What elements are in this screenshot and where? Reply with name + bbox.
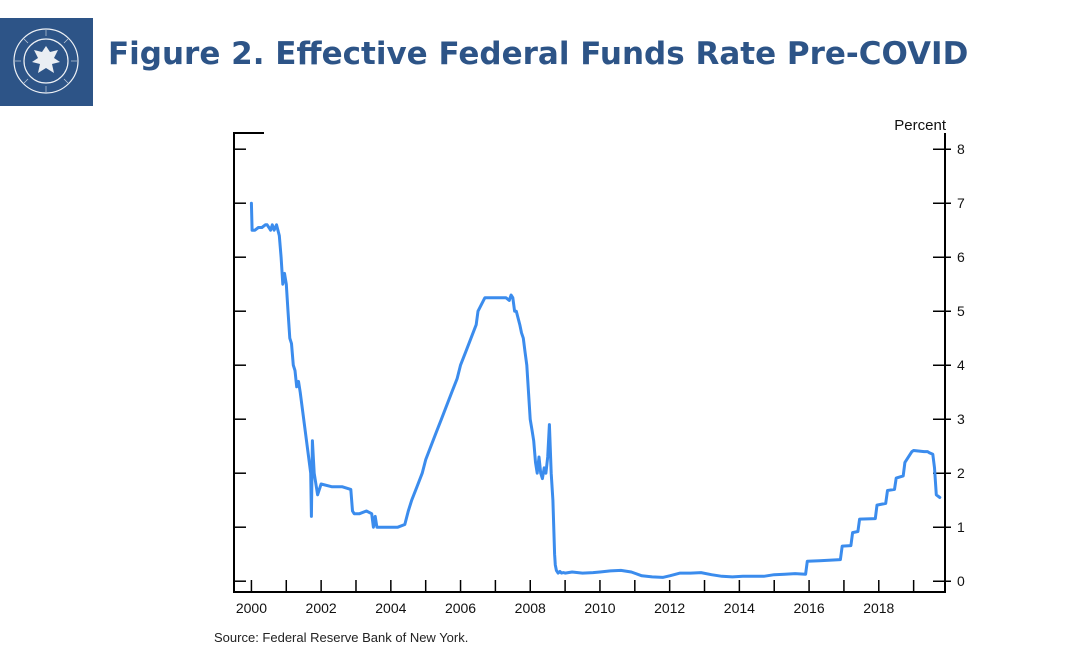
y-tick-label: 0	[957, 573, 965, 589]
x-tick-label: 2018	[863, 600, 894, 616]
x-tick-label: 2006	[445, 600, 476, 616]
x-tick-label: 2002	[306, 600, 337, 616]
y-tick-label: 5	[957, 303, 965, 319]
x-tick-label: 2004	[375, 600, 406, 616]
y-axis: 0 1 2 3 4 5 6 7 8	[234, 141, 965, 589]
plot-frame	[233, 132, 946, 593]
series-group	[249, 201, 942, 579]
x-tick-label: 2010	[584, 600, 615, 616]
y-tick-label: 6	[957, 249, 965, 265]
x-tick-label: 2016	[793, 600, 824, 616]
y-tick-label: 2	[957, 465, 965, 481]
y-tick-label: 3	[957, 411, 965, 427]
y-axis-unit-label: Percent	[894, 117, 947, 134]
y-tick-label: 1	[957, 519, 965, 535]
x-tick-label: 2014	[724, 600, 755, 616]
federal-reserve-seal-icon	[0, 18, 93, 106]
x-tick-label: 2008	[515, 600, 546, 616]
source-note: Source: Federal Reserve Bank of New York…	[214, 630, 469, 645]
y-tick-label: 7	[957, 195, 965, 211]
y-tick-label: 8	[957, 141, 965, 157]
x-axis: 2000 2002 2004 2006 2008 2010 2012 2014 2016 2018	[236, 580, 915, 616]
page-title: Figure 2. Effective Federal Funds Rate P…	[108, 36, 969, 72]
series-line	[249, 201, 942, 579]
x-tick-label: 2012	[654, 600, 685, 616]
y-tick-label: 4	[957, 357, 965, 373]
x-tick-label: 2000	[236, 600, 267, 616]
